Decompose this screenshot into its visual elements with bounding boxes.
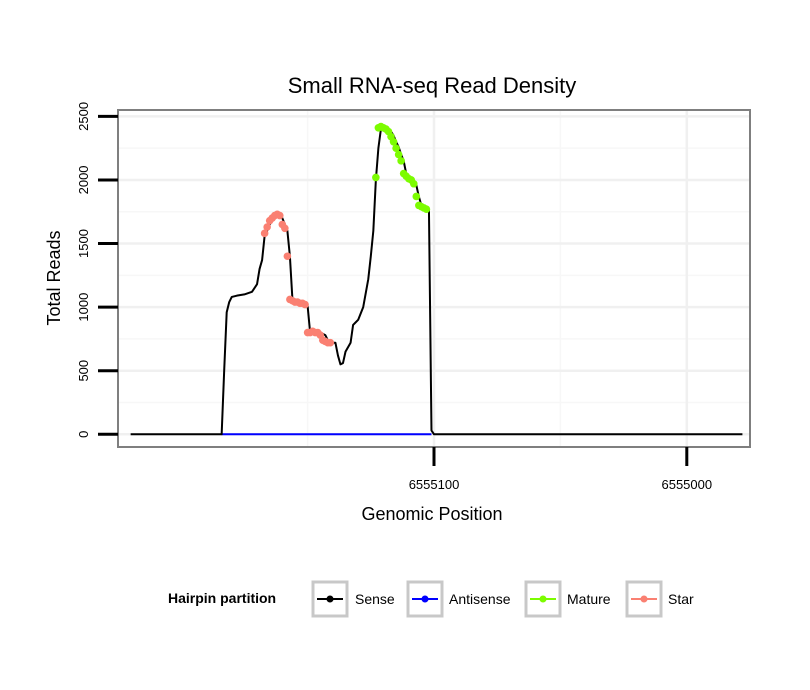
series-points-star [260,210,335,347]
data-point-star [281,224,289,233]
legend-dot-mature [539,595,547,603]
legend: Hairpin partition Sense Antisense Mature… [168,580,694,618]
series-points-mature [372,122,431,213]
y-tick-label: 1500 [76,229,91,258]
legend-dot-sense [326,595,334,603]
data-point-mature [422,205,431,213]
data-point-star [301,300,309,309]
legend-dot-star [640,595,648,603]
legend-item-antisense: Antisense [406,580,511,618]
series-layer [130,122,743,436]
legend-label-mature: Mature [567,591,611,607]
x-axis: 6555100 6555000 [409,447,712,492]
data-point-star [263,223,271,231]
x-tick-label: 6555100 [409,477,460,492]
y-axis-title: Total Reads [44,230,64,325]
legend-item-sense: Sense [311,580,395,618]
data-point-star [260,229,269,238]
legend-item-mature: Mature [524,580,611,618]
legend-label-star: Star [668,591,694,607]
y-tick-label: 2000 [76,165,91,194]
y-axis: 0 500 1000 1500 2000 2500 [76,102,118,438]
legend-title: Hairpin partition [168,590,276,606]
y-tick-label: 500 [76,360,91,382]
y-tick-label: 0 [76,431,91,438]
data-point-mature [397,157,405,165]
data-point-mature [372,173,380,182]
data-point-mature [409,179,418,188]
chart-title: Small RNA-seq Read Density [288,73,577,98]
legend-item-star: Star [625,580,694,618]
data-point-star [283,252,292,261]
legend-label-sense: Sense [355,591,395,607]
y-tick-label: 1000 [76,293,91,322]
y-tick-label: 2500 [76,102,91,131]
x-axis-title: Genomic Position [361,504,502,524]
data-point-mature [394,150,403,159]
x-tick-label: 6555000 [661,477,712,492]
legend-label-antisense: Antisense [449,591,511,607]
data-point-mature [412,192,421,201]
data-point-mature [392,144,400,152]
grid-major [118,110,750,447]
legend-dot-antisense [421,595,429,603]
data-point-mature [389,137,398,146]
data-point-star [275,211,284,220]
data-point-star [326,338,335,347]
